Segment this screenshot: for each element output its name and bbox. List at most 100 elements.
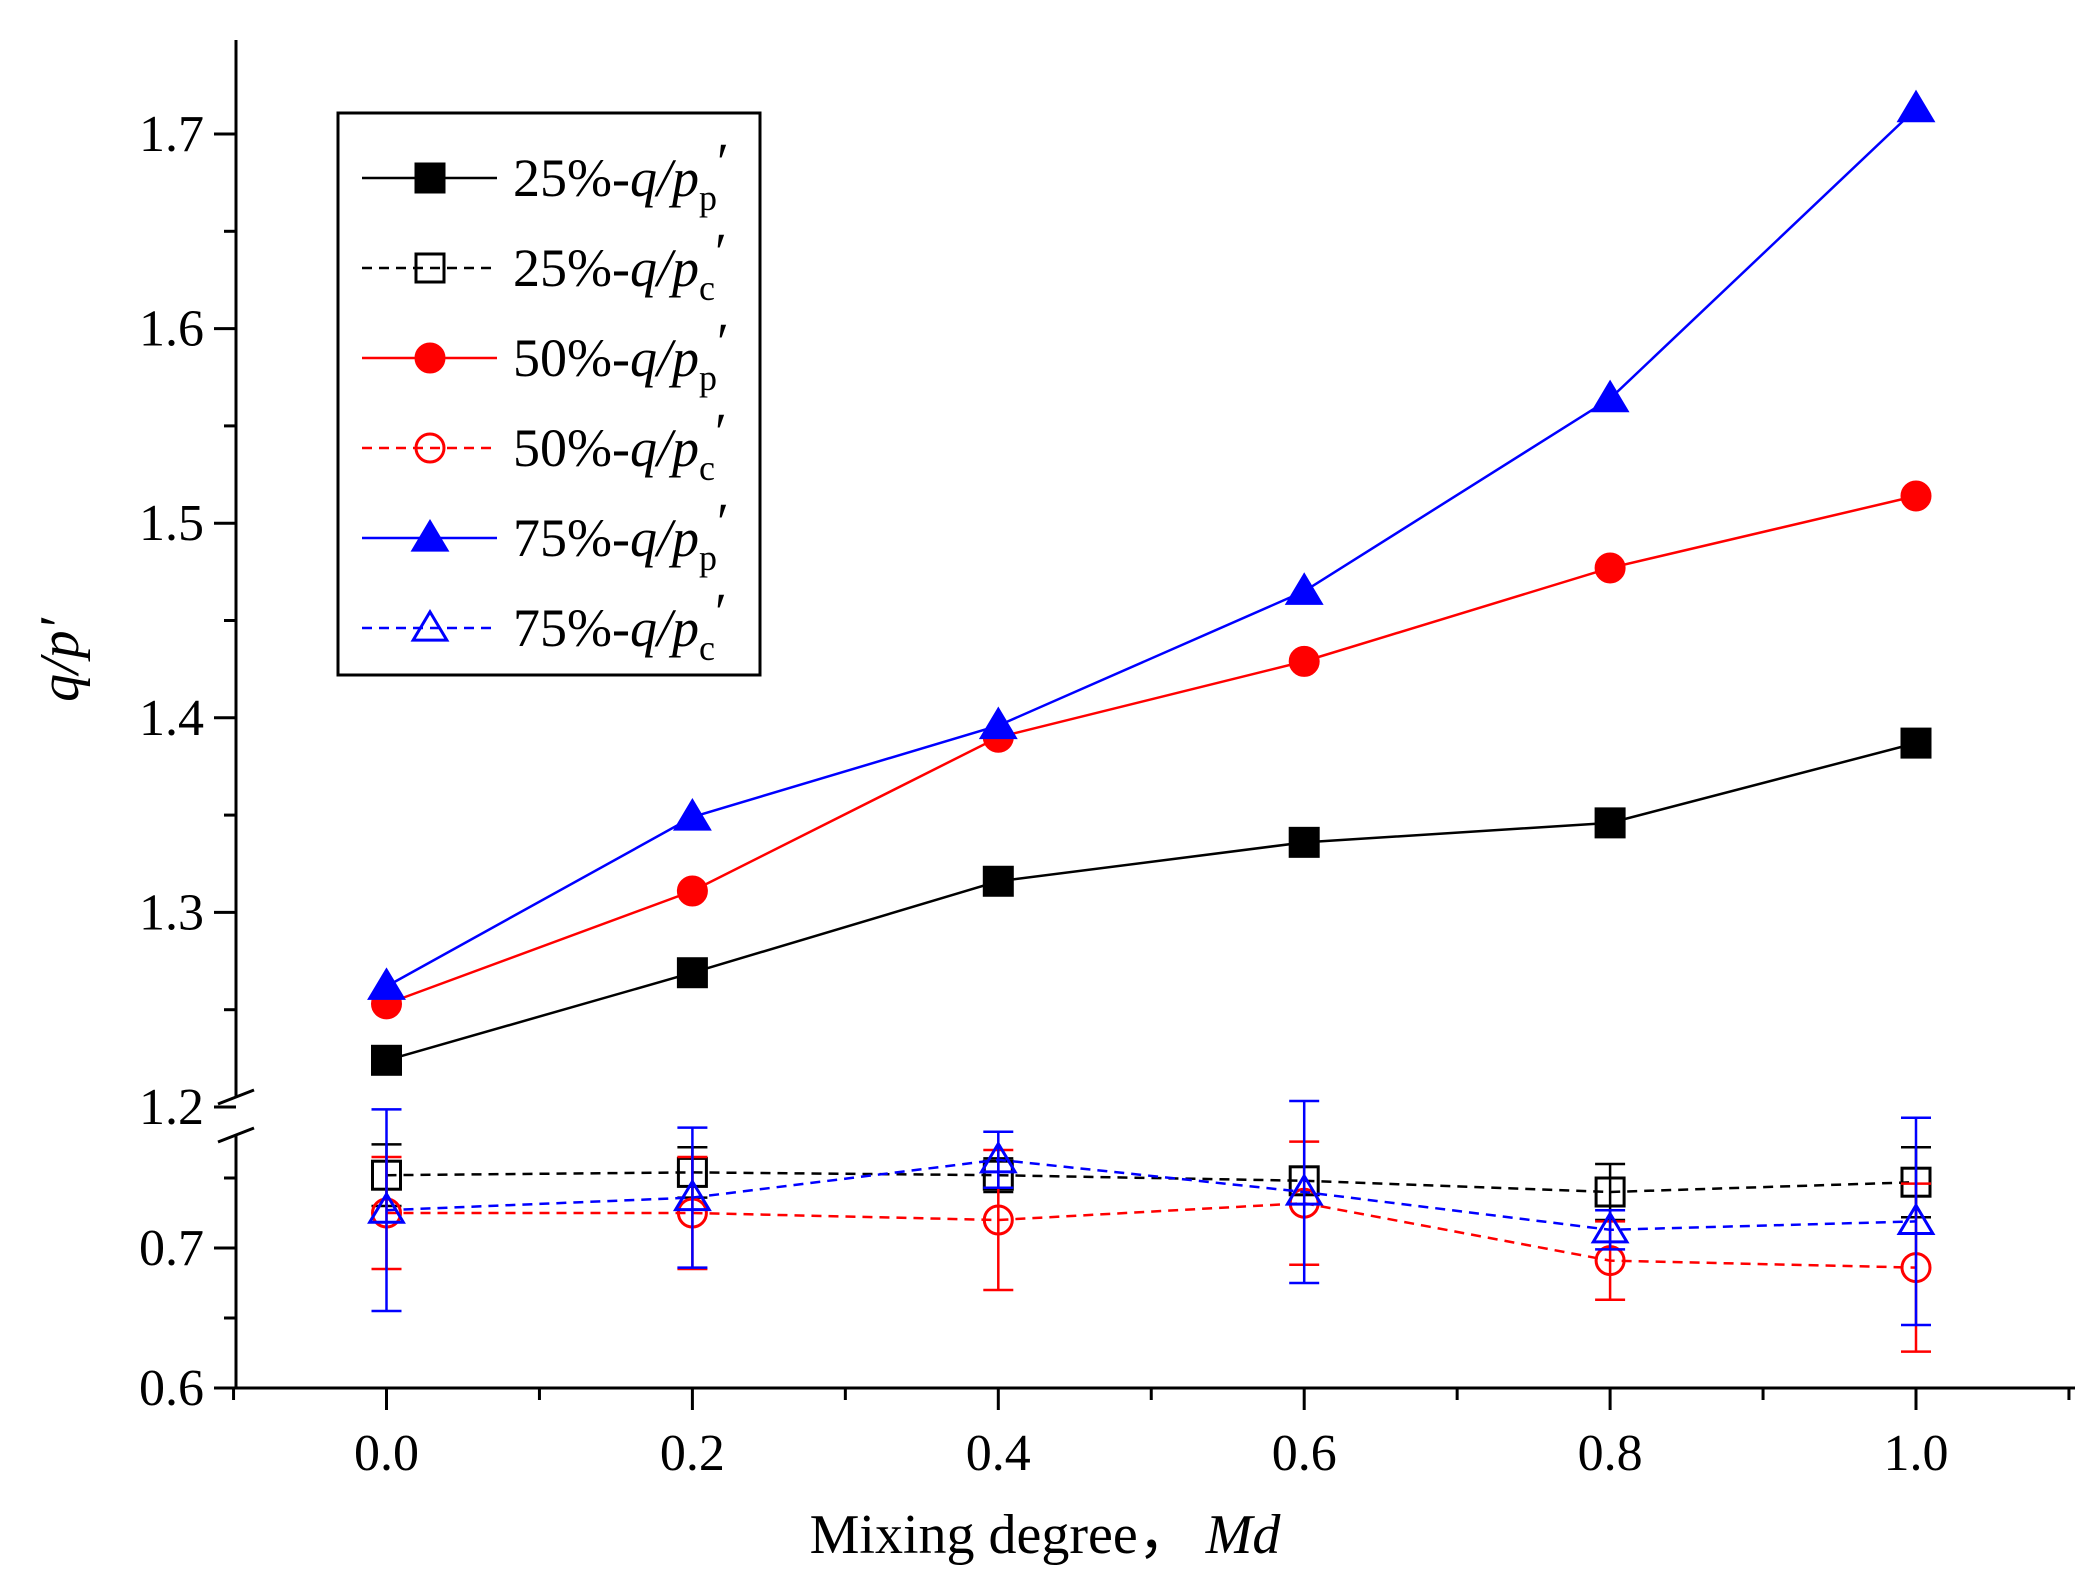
data-point <box>1288 645 1320 677</box>
legend-label: 50%-q/pp′ <box>513 312 729 398</box>
y-tick-label: 1.4 <box>139 690 204 747</box>
series-5 <box>367 1099 1936 1327</box>
legend-label-prime: ′ <box>717 492 729 552</box>
data-point <box>1594 807 1626 839</box>
data-point <box>1288 826 1320 858</box>
legend-label: 25%-q/pc′ <box>513 222 727 308</box>
legend-label-subscript: c <box>699 448 715 488</box>
legend-label-prefix: 75%- <box>513 508 630 568</box>
legend-label-prefix: 25%- <box>513 238 630 298</box>
data-point <box>1284 572 1324 605</box>
x-tick-label: 0.4 <box>966 1425 1031 1482</box>
y-tick-label: 0.7 <box>139 1220 204 1277</box>
x-tick-label: 0.6 <box>1272 1425 1337 1482</box>
data-point <box>982 865 1014 897</box>
data-point <box>676 875 708 907</box>
legend-label-var: q/p <box>630 238 699 298</box>
legend-label: 25%-q/pp′ <box>513 132 729 218</box>
series-layer <box>367 89 1936 1353</box>
data-point <box>1590 1210 1630 1244</box>
y-tick-label: 0.6 <box>139 1360 204 1417</box>
y-axis-title: q/p′ <box>29 617 91 702</box>
x-axis-title-text: Mixing degree， <box>810 1504 1194 1566</box>
legend-label-prefix: 75%- <box>513 598 630 658</box>
legend-marker <box>414 342 446 374</box>
x-axis-title: Mixing degree， Md <box>810 1504 1282 1566</box>
x-tick-label: 0.8 <box>1578 1425 1643 1482</box>
legend-label: 50%-q/pc′ <box>513 402 727 488</box>
axes: 0.6 0.7 1.2 1.3 1.4 1.5 1.6 1.7 0.0 0.2 0.4 0.6 0.8 1… <box>139 40 2075 1482</box>
series-line <box>386 494 1917 1006</box>
series-line <box>386 741 1917 1062</box>
series-line <box>386 1158 1917 1232</box>
legend-item-3: 50%-q/pc′ <box>362 402 727 488</box>
data-point <box>978 706 1018 740</box>
legend-item-1: 25%-q/pc′ <box>362 222 727 308</box>
data-point <box>367 967 406 1000</box>
y-tick-label: 1.6 <box>139 301 204 358</box>
series-line <box>385 107 1917 988</box>
legend-label-subscript: c <box>699 628 715 668</box>
legend-label-subscript: p <box>699 178 717 218</box>
data-point <box>1594 552 1626 584</box>
data-point <box>1284 1172 1324 1206</box>
legend-label-prime: ′ <box>715 222 727 282</box>
x-tick-label: 0.2 <box>660 1425 725 1482</box>
legend-label: 75%-q/pp′ <box>513 492 729 578</box>
legend-label-var: q/p <box>630 148 699 208</box>
axis-break-mark-lower <box>217 1126 255 1144</box>
legend-marker <box>414 252 446 284</box>
data-point <box>676 957 708 989</box>
data-point <box>672 798 712 831</box>
legend-item-4: 75%-q/pp′ <box>362 492 729 578</box>
data-point <box>371 1044 402 1076</box>
data-point <box>982 1204 1014 1236</box>
legend-label-var: q/p <box>630 418 699 478</box>
legend-label-prefix: 25%- <box>513 148 630 208</box>
data-point <box>367 1191 406 1224</box>
legend-label-var: q/p <box>630 508 699 568</box>
legend-label-prime: ′ <box>717 132 729 192</box>
legend-label-prime: ′ <box>717 312 729 372</box>
series-4 <box>367 89 1936 1000</box>
y-tick-label: 1.3 <box>139 884 204 941</box>
legend-marker <box>410 608 450 642</box>
legend-label-var: q/p <box>630 598 699 658</box>
y-tick-label: 1.7 <box>139 106 204 163</box>
data-point <box>1900 480 1932 512</box>
legend-label-subscript: p <box>699 538 717 578</box>
series-line <box>386 1201 1917 1269</box>
legend-label-prime: ′ <box>715 582 727 642</box>
legend-label-prefix: 50%- <box>513 328 630 388</box>
legend-box <box>336 111 762 677</box>
data-point <box>672 1178 712 1212</box>
legend-item-5: 75%-q/pc′ <box>362 582 727 668</box>
x-tick-label: 1.0 <box>1884 1425 1949 1482</box>
series-2 <box>371 480 1932 1020</box>
legend-label-var: q/p <box>630 328 699 388</box>
legend-label: 75%-q/pc′ <box>513 582 727 668</box>
series-0 <box>371 727 1932 1076</box>
legend-label-prefix: 50%- <box>513 418 630 478</box>
legend-label-prime: ′ <box>715 402 727 462</box>
y-tick-label: 1.5 <box>139 495 204 552</box>
legend: 25%-q/pp′25%-q/pc′50%-q/pp′50%-q/pc′75%-… <box>336 111 762 677</box>
data-point <box>1594 1176 1626 1208</box>
series-3 <box>371 1140 1932 1353</box>
legend-marker <box>414 432 446 464</box>
x-tick-label: 0.0 <box>354 1425 419 1482</box>
series-1 <box>371 1143 1932 1222</box>
legend-label-subscript: p <box>699 358 717 398</box>
data-point <box>978 1140 1018 1174</box>
data-point <box>1590 379 1630 413</box>
legend-item-0: 25%-q/pp′ <box>362 132 729 218</box>
data-point <box>1900 727 1932 759</box>
axis-break-mark-upper <box>217 1088 255 1106</box>
legend-item-2: 50%-q/pp′ <box>362 312 729 398</box>
legend-marker <box>410 518 450 552</box>
legend-marker <box>414 162 446 194</box>
x-axis-title-variable: Md <box>1205 1504 1282 1566</box>
data-point <box>1896 89 1936 123</box>
y-tick-label: 1.2 <box>139 1079 204 1136</box>
